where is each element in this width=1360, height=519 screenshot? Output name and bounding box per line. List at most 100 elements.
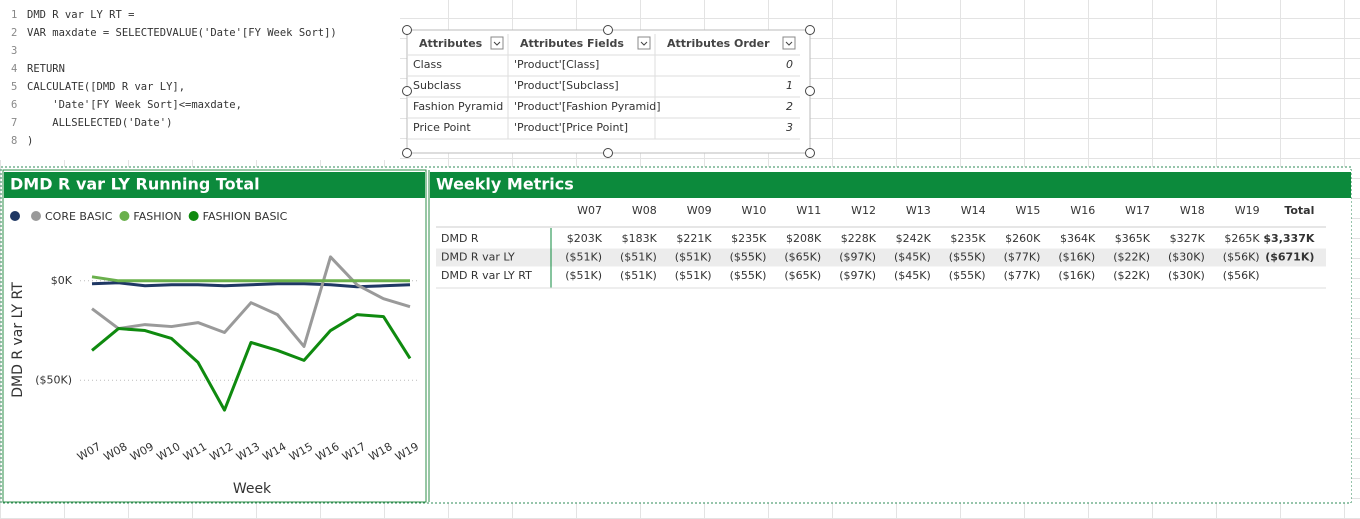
column-header: W08 (632, 204, 657, 217)
cell: 2 (786, 100, 793, 113)
cell: $235K (731, 232, 767, 245)
legend-marker[interactable] (119, 211, 130, 221)
cell: 'Product'[Fashion Pyramid] (514, 100, 661, 113)
code-line: 'Date'[FY Week Sort]<=maxdate, (27, 99, 242, 111)
cell: $208K (786, 232, 822, 245)
resize-handle[interactable] (805, 25, 815, 35)
cell: $364K (1060, 232, 1096, 245)
cell: ($51K) (675, 251, 712, 264)
line-number: 3 (11, 45, 17, 57)
resize-handle[interactable] (805, 86, 815, 96)
column-header: W14 (961, 204, 986, 217)
cell: ($22K) (1113, 251, 1150, 264)
cell: $365K (1115, 232, 1151, 245)
cell: $327K (1170, 232, 1206, 245)
column-header[interactable]: Attributes Fields (520, 37, 624, 50)
cell: ($65K) (784, 269, 821, 282)
cell: Price Point (413, 121, 471, 134)
metrics-title: Weekly Metrics (436, 175, 574, 194)
row-label: DMD R var LY RT (441, 269, 532, 282)
column-header: W18 (1180, 204, 1205, 217)
cell: $228K (841, 232, 877, 245)
cell: $183K (622, 232, 658, 245)
metrics-header (430, 172, 1351, 198)
cell: $235K (950, 232, 986, 245)
resize-handle[interactable] (402, 148, 412, 158)
attributes-frame[interactable] (406, 29, 811, 154)
cell: ($51K) (675, 269, 712, 282)
line-number: 1 (11, 9, 17, 21)
cell: $242K (896, 232, 932, 245)
cell: 'Product'[Subclass] (514, 79, 619, 92)
cell: ($55K) (730, 251, 767, 264)
line-number: 6 (11, 99, 17, 111)
y-axis-title: DMD R var LY RT (10, 282, 26, 398)
cell: ($671K) (1265, 251, 1314, 264)
cell: ($51K) (620, 269, 657, 282)
column-header[interactable]: Attributes (419, 37, 483, 50)
cell: ($97K) (839, 251, 876, 264)
metrics-panel[interactable] (430, 170, 1351, 502)
code-editor (0, 0, 400, 160)
column-header: Total (1284, 204, 1314, 217)
column-header[interactable]: Attributes Order (667, 37, 770, 50)
resize-handle[interactable] (603, 25, 613, 35)
cell: ($16K) (1058, 251, 1095, 264)
code-line: RETURN (27, 63, 65, 75)
cell: Fashion Pyramid (413, 100, 503, 113)
code-line: ) (27, 135, 33, 147)
filter-button[interactable] (637, 36, 651, 50)
column-header: W15 (1016, 204, 1041, 217)
series-line (91, 275, 410, 283)
dropdown-arrow (493, 41, 501, 46)
cell: ($22K) (1113, 269, 1150, 282)
cell: Class (413, 58, 442, 71)
cell: ($51K) (565, 269, 602, 282)
cell: ($97K) (839, 269, 876, 282)
code-line: CALCULATE([DMD R var LY], (27, 81, 185, 93)
series-line (91, 313, 412, 412)
y-tick-label: $0K (51, 274, 73, 287)
cell: ($30K) (1168, 269, 1205, 282)
filter-button[interactable] (782, 36, 796, 50)
column-header: W16 (1070, 204, 1095, 217)
code-line: ALLSELECTED('Date') (27, 117, 172, 129)
line-number: 8 (11, 135, 17, 147)
cell: ($55K) (730, 269, 767, 282)
column-header: W09 (687, 204, 712, 217)
cell: $3,337K (1263, 232, 1314, 245)
row-band (436, 248, 1326, 267)
legend-marker[interactable] (10, 211, 20, 221)
cell: ($77K) (1004, 251, 1041, 264)
cell: ($51K) (620, 251, 657, 264)
dropdown-arrow (785, 41, 793, 46)
resize-handle[interactable] (402, 86, 412, 96)
legend-label[interactable]: CORE BASIC (45, 210, 113, 223)
cell: $260K (1005, 232, 1041, 245)
cell: ($51K) (565, 251, 602, 264)
resize-handle[interactable] (402, 25, 412, 35)
cell: 3 (786, 121, 793, 134)
legend-label[interactable]: FASHION BASIC (203, 210, 288, 223)
filter-button[interactable] (490, 36, 504, 50)
cell: ($56K) (1223, 251, 1260, 264)
resize-handle[interactable] (603, 148, 613, 158)
chart-panel[interactable] (2, 169, 427, 503)
legend-marker[interactable] (188, 211, 199, 221)
cell: $265K (1224, 232, 1260, 245)
cell: ($56K) (1223, 269, 1260, 282)
cell: $203K (567, 232, 603, 245)
cell: 0 (786, 58, 793, 71)
cell: ($65K) (784, 251, 821, 264)
cell: ($16K) (1058, 269, 1095, 282)
column-header: W19 (1235, 204, 1260, 217)
cell: Subclass (413, 79, 462, 92)
cell: ($55K) (949, 251, 986, 264)
column-header: W10 (742, 204, 767, 217)
legend-marker[interactable] (31, 211, 41, 221)
cell: ($45K) (894, 251, 931, 264)
legend-label[interactable]: FASHION (133, 210, 181, 223)
line-number: 7 (11, 117, 17, 129)
resize-handle[interactable] (805, 148, 815, 158)
